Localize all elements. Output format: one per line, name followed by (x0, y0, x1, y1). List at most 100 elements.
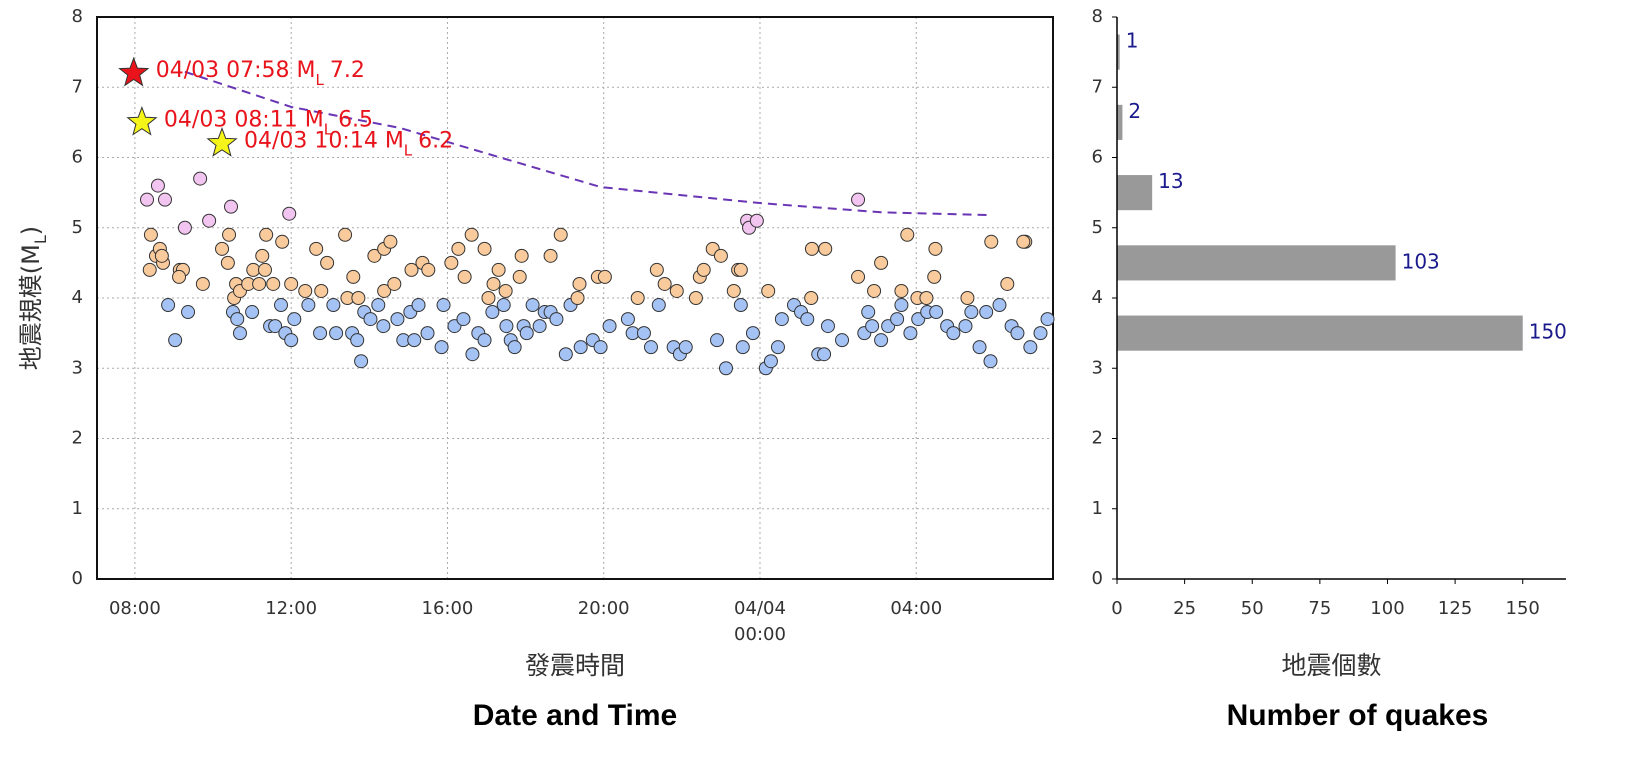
point (543, 248, 558, 263)
point (477, 333, 492, 348)
y-axis-label-text: 地震規模(M (17, 244, 45, 370)
point (874, 255, 889, 270)
point (259, 227, 274, 242)
point (643, 340, 658, 355)
point (143, 227, 158, 242)
point (1033, 326, 1048, 341)
point (749, 213, 764, 228)
x-tick-label-line: 00:00 (734, 624, 786, 645)
point (983, 354, 998, 369)
star-label: 04/03 08:11 ML 6.5 (164, 107, 373, 138)
point (157, 192, 172, 207)
point (284, 333, 299, 348)
x-tick-label: 04/04 00:00 (734, 598, 786, 645)
bar-value-label: 13 (1158, 169, 1183, 193)
point (558, 347, 573, 362)
y-tick-label: 6 (1092, 147, 1103, 168)
point (465, 347, 480, 362)
point (140, 192, 155, 207)
y-tick-label: 4 (72, 287, 83, 308)
x-tick-label: 20:00 (578, 598, 630, 619)
x-tick-label: 100 (1370, 598, 1404, 619)
point (512, 269, 527, 284)
point (326, 298, 341, 313)
point (309, 241, 324, 256)
point (958, 319, 973, 334)
y-tick-label: 8 (72, 6, 83, 27)
trend-line (184, 70, 990, 217)
point (329, 326, 344, 341)
point (282, 206, 297, 221)
x-tick-label: 75 (1308, 598, 1331, 619)
y-tick-label: 0 (1092, 568, 1103, 589)
point (593, 340, 608, 355)
point (851, 192, 866, 207)
star-label-mag: 6.2 (418, 128, 453, 153)
bar-value-label: 150 (1529, 320, 1567, 344)
point (177, 220, 192, 235)
point (436, 298, 451, 313)
point (268, 319, 283, 334)
point (456, 312, 471, 327)
point (718, 361, 733, 376)
point (252, 276, 267, 291)
point (573, 340, 588, 355)
point (350, 333, 365, 348)
y-axis-label-end: ) (17, 226, 45, 235)
point (602, 319, 617, 334)
point (485, 305, 500, 320)
point (636, 326, 651, 341)
point (1010, 326, 1025, 341)
x-tick-label: 25 (1173, 598, 1196, 619)
point (351, 291, 366, 305)
star-label-sub: L (324, 120, 333, 138)
point (649, 262, 664, 277)
point (434, 340, 449, 355)
point (894, 298, 909, 313)
point (390, 312, 405, 327)
point (338, 227, 353, 242)
x-tick-label-line: 04/04 (734, 598, 786, 619)
point (266, 276, 281, 291)
point (498, 283, 513, 298)
point (346, 269, 361, 284)
bar (1117, 34, 1120, 70)
point (745, 326, 760, 341)
point (224, 199, 239, 214)
point (651, 298, 666, 313)
point (820, 319, 835, 334)
point (376, 319, 391, 334)
point (313, 326, 328, 341)
point (835, 333, 850, 348)
bar (1117, 315, 1523, 351)
plot-frame (96, 16, 1054, 580)
point (549, 312, 564, 327)
point (486, 276, 501, 291)
star-label-time: 04/03 08:11 (164, 107, 298, 132)
y-tick-label: 3 (72, 357, 83, 378)
point (314, 283, 329, 298)
point (804, 241, 819, 256)
star-label: 04/03 07:58 ML 7.2 (156, 58, 365, 89)
point (444, 255, 459, 270)
point (1040, 312, 1055, 327)
point (570, 291, 585, 305)
star-label-time: 04/03 10:14 (244, 128, 378, 153)
star-label-sub: L (404, 141, 413, 159)
x-tick-label: 16:00 (422, 598, 474, 619)
star-label-m: M (385, 128, 404, 153)
star-label-mag: 6.5 (338, 107, 373, 132)
point (763, 354, 778, 369)
point (735, 340, 750, 355)
point (142, 262, 157, 277)
star-marker (118, 56, 150, 87)
point (298, 283, 313, 298)
star-label-m: M (305, 107, 324, 132)
point (371, 298, 386, 313)
point (804, 291, 819, 305)
star-label: 04/03 10:14 ML 6.2 (244, 128, 453, 159)
point (161, 298, 176, 313)
point (172, 269, 187, 284)
point (553, 227, 568, 242)
